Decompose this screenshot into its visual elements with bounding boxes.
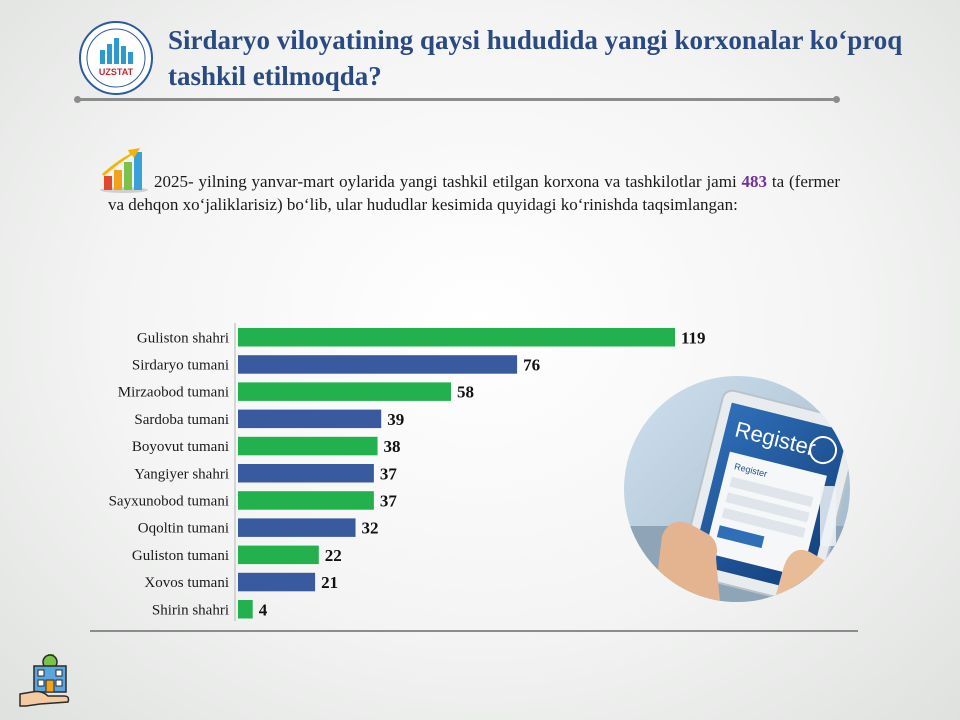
category-label: Yangiyer shahri bbox=[134, 466, 229, 482]
bar bbox=[238, 491, 374, 510]
intro-paragraph: 2025- yilning yanvar-mart oylarida yangi… bbox=[108, 170, 840, 216]
category-label: Sardoba tumani bbox=[134, 412, 229, 428]
uzstat-logo: UZSTAT bbox=[79, 21, 153, 95]
register-tablet-photo: Register Register bbox=[624, 376, 850, 602]
bar bbox=[238, 355, 518, 374]
data-label: 21 bbox=[321, 573, 338, 592]
data-label: 4 bbox=[259, 600, 268, 619]
page-title: Sirdaryo viloyatining qaysi hududida yan… bbox=[168, 25, 903, 91]
logo-text: UZSTAT bbox=[99, 67, 134, 77]
category-label: Shirin shahri bbox=[152, 602, 229, 618]
bar bbox=[238, 328, 675, 347]
bar bbox=[238, 545, 319, 565]
category-label: Xovos tumani bbox=[144, 575, 229, 591]
data-label: 119 bbox=[681, 328, 706, 347]
bar bbox=[238, 518, 356, 537]
bar bbox=[238, 464, 374, 483]
bar bbox=[238, 572, 316, 592]
category-label: Oqoltin tumani bbox=[138, 521, 229, 537]
category-label: Mirzaobod tumani bbox=[118, 385, 229, 401]
data-label: 37 bbox=[380, 464, 398, 483]
category-label: Guliston shahri bbox=[137, 330, 229, 346]
intro-text-before: 2025- yilning yanvar-mart oylarida yangi… bbox=[154, 172, 742, 191]
bar bbox=[238, 409, 382, 429]
data-label: 22 bbox=[325, 546, 342, 565]
title-divider bbox=[74, 96, 840, 103]
bar bbox=[238, 600, 253, 619]
total-count: 483 bbox=[741, 172, 768, 191]
data-label: 58 bbox=[457, 383, 474, 402]
category-label: Boyovut tumani bbox=[132, 439, 229, 455]
growth-chart-icon bbox=[100, 148, 148, 193]
intro-text-after: ta (fermer va dehqon xo‘jaliklarisiz) bo… bbox=[108, 172, 840, 214]
bar bbox=[238, 436, 378, 456]
data-label: 32 bbox=[362, 519, 379, 538]
data-label: 39 bbox=[387, 410, 404, 429]
building-in-hand-icon bbox=[19, 654, 70, 707]
category-label: Guliston tumani bbox=[132, 548, 229, 564]
data-label: 76 bbox=[523, 355, 540, 374]
category-label: Sirdaryo tumani bbox=[132, 357, 229, 373]
data-label: 38 bbox=[384, 437, 401, 456]
category-label: Sayxunobod tumani bbox=[109, 493, 229, 509]
bottom-divider bbox=[90, 630, 858, 632]
data-label: 37 bbox=[380, 491, 398, 510]
bar bbox=[238, 382, 451, 401]
